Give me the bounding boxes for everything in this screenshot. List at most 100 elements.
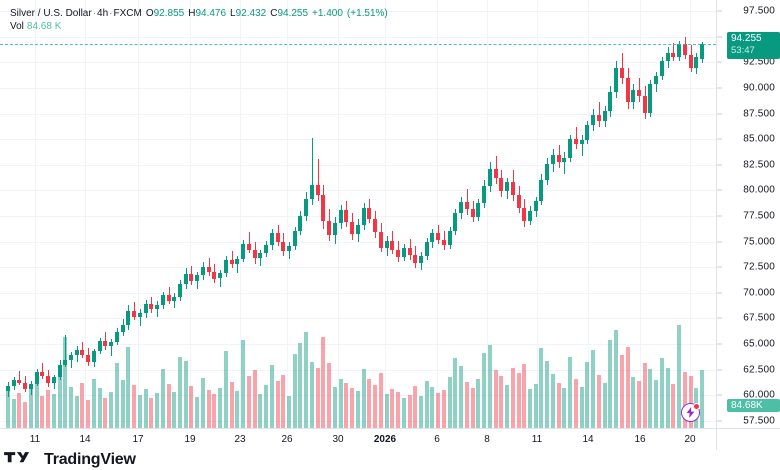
candle-body [476,202,481,218]
candle-body [34,371,39,384]
candle-body [361,207,366,226]
timeframe-label[interactable]: 4h [97,8,109,19]
gridline-horizontal [0,139,716,141]
symbol-title[interactable]: Silver / U.S. Dollar [10,8,92,19]
price-tick-mark [717,36,722,38]
price-axis-label: 80.000 [743,184,775,196]
candle-body [132,311,137,318]
volume-bar [499,375,504,428]
volume-bar [516,373,521,428]
volume-bar [424,381,429,428]
ohlc-open-key: O [145,8,154,19]
chart-plot-area[interactable] [0,0,716,428]
candle-body [241,243,246,260]
price-axis[interactable]: 97.50095.00092.50090.00087.50085.00082.5… [716,0,780,428]
volume-bar [648,368,653,428]
candle-body [126,311,131,325]
candle-body [430,233,435,242]
price-tick-mark [717,113,722,115]
candle-wick [564,151,565,175]
ohlc-close-value: 94.255 [277,8,309,19]
price-tick-mark [717,343,722,345]
candle-body [212,272,217,279]
candle-body [407,247,412,255]
volume-bar [281,375,286,428]
price-tick-mark [717,241,722,243]
gridline-horizontal [0,62,716,64]
candle-body [338,209,343,224]
candle-body [528,210,532,222]
gridline-horizontal [0,241,716,243]
candle-body [556,154,561,162]
candle-body [591,114,596,125]
candle-body [68,355,73,361]
candle-body [688,55,693,68]
candle-body [5,386,10,392]
notification-dot-icon [693,403,700,410]
candle-body [453,212,458,232]
gridline-vertical [338,0,339,428]
volume-bar [126,346,131,428]
volume-label: Vol [10,21,24,32]
volume-bar [80,382,85,428]
candle-body [522,207,527,222]
candle-body [137,313,142,318]
price-axis-label: 67.500 [743,312,775,324]
candle-wick [249,232,250,253]
exchange-label[interactable]: FXCM [113,8,142,19]
price-tick-mark [717,87,722,89]
time-axis-label: 8 [484,434,490,445]
volume-bar [155,392,160,428]
ohlc-high: H94.476 [188,8,226,19]
time-axis[interactable]: 11 14 17 19 23 26 30 2026 6 8 11 14 16 20 [0,428,780,451]
volume-bar [659,357,664,428]
chart-gridlines [0,0,716,428]
candle-body [608,92,613,111]
candle-body [46,375,51,383]
gridline-horizontal [0,292,716,294]
price-tick-mark [717,189,722,191]
legend-separator-1: · [92,8,97,19]
volume-bar [378,373,383,428]
volume-bar [556,382,561,428]
volume-bar [464,381,469,428]
volume-bar [573,378,578,428]
candle-wick [582,135,583,156]
volume-bar [579,386,584,428]
candle-body [401,247,406,257]
volume-bar [315,367,320,428]
candle-body [510,182,515,195]
volume-bar [677,324,682,428]
candle-body [424,241,429,256]
time-axis-label: 20 [684,434,696,445]
ohlc-close: C94.255 [270,8,308,19]
ohlc-low-value: 92.432 [235,8,267,19]
current-price-line [0,44,716,46]
price-tick-mark [717,266,722,268]
gridline-vertical [690,0,691,428]
volume-bar [275,380,280,428]
ohlc-low: L92.432 [230,8,266,19]
volume-bar [355,390,360,428]
candle-body [619,67,624,78]
price-tick-mark [717,138,722,140]
volume-bar [436,392,441,428]
volume-bar [269,365,274,428]
candle-body [344,209,349,223]
candle-wick [157,301,158,318]
candle-body [332,223,337,236]
candle-body [459,201,464,213]
price-axis-label: 62.500 [743,364,775,376]
candle-body [447,231,452,245]
volume-bar [637,381,642,428]
volume-bar [453,357,458,428]
volume-bar [63,337,68,428]
candle-body [367,207,372,220]
candle-body [189,274,194,281]
price-axis-label: 65.000 [743,338,775,350]
lightning-bolt-icon-button[interactable] [681,403,700,422]
volume-bar [430,387,435,428]
ohlc-low-key: L [230,8,236,19]
candle-wick [209,258,210,277]
